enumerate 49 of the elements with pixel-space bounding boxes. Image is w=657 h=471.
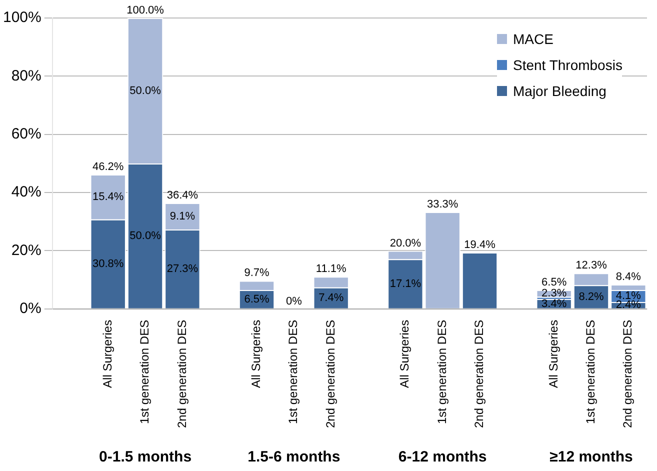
data-label: 8.2%: [578, 290, 604, 303]
x-tick-label: All Surgeries: [100, 320, 114, 388]
total-label: 36.4%: [166, 190, 198, 202]
total-label: 46.2%: [92, 161, 124, 174]
data-label: 7.4%: [318, 292, 344, 304]
data-label: 30.8%: [92, 258, 124, 270]
x-tick-label: 1st generation DES: [138, 320, 152, 424]
total-label: 9.7%: [244, 267, 270, 280]
data-label: 6.5%: [244, 293, 270, 306]
data-label: 50.0%: [130, 230, 162, 242]
data-label: 9.1%: [170, 210, 196, 222]
x-tick-label: 1st generation DES: [584, 320, 598, 424]
x-tick-label: All Surgeries: [398, 320, 412, 388]
x-tick-label: 2nd generation DES: [472, 320, 486, 428]
total-label: 19.4%: [464, 239, 496, 252]
total-label: 0%: [286, 295, 302, 308]
legend-label: Major Bleeding: [513, 82, 606, 101]
x-tick-label: All Surgeries: [249, 320, 264, 388]
text: 6-12 months: [398, 448, 487, 466]
data-label: 27.3%: [166, 262, 198, 275]
x-tick-label: 2nd generation DES: [323, 320, 338, 428]
total-label: 33.3%: [426, 198, 458, 211]
x-tick-label: 2nd generation DES: [174, 320, 189, 428]
y-tick-label: 0%: [20, 300, 42, 318]
data-label: 15.4%: [92, 190, 124, 203]
data-label: 17.1%: [390, 278, 422, 290]
total-label: 11.1%: [316, 263, 347, 276]
legend-label: MACE: [513, 30, 554, 49]
total-label: 8.4%: [616, 271, 642, 284]
data-label: 50.0%: [130, 84, 162, 97]
y-tick-label: 80%: [11, 67, 42, 84]
total-label: 20.0%: [390, 237, 422, 250]
text: ≥12 months: [550, 448, 633, 466]
text: 0-1.5 months: [99, 448, 192, 466]
total-label: 12.3%: [576, 260, 608, 272]
data-label: 2.3%: [542, 287, 567, 300]
y-tick-label: 100%: [2, 9, 42, 26]
legend-label: Stent Thrombosis: [513, 56, 622, 75]
y-tick-label: 60%: [11, 126, 42, 143]
text: 1.5-6 months: [248, 448, 340, 466]
x-tick-label: 1st generation DES: [286, 320, 300, 424]
x-tick-label: 2nd generation DES: [620, 320, 635, 428]
y-tick-label: 20%: [11, 242, 42, 259]
total-label: 100.0%: [126, 4, 164, 17]
x-tick-label: All Surgeries: [546, 320, 560, 388]
total-label: 6.5%: [542, 276, 567, 289]
y-tick-label: 40%: [11, 184, 42, 201]
x-tick-label: 1st generation DES: [434, 320, 449, 424]
data-label: 3.4%: [542, 298, 567, 310]
